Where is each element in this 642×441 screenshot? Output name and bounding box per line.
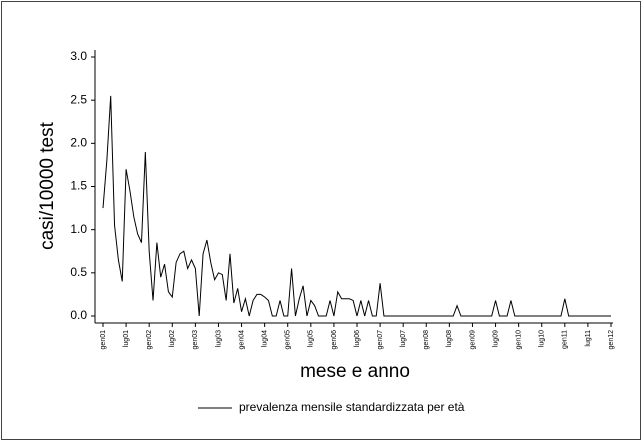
x-tick-label: lug08 xyxy=(446,330,453,347)
x-tick-label: lug07 xyxy=(400,330,407,347)
x-tick-label: gen04 xyxy=(238,330,245,350)
x-tick-label: gen11 xyxy=(562,330,569,349)
y-tick-label: 2.0 xyxy=(70,136,87,150)
x-tick-label: lug11 xyxy=(585,330,592,347)
y-tick-label: 1.0 xyxy=(70,222,87,236)
x-tick-label: gen05 xyxy=(285,330,292,350)
data-line xyxy=(102,95,611,317)
x-tick-label: gen10 xyxy=(515,330,522,350)
x-tick-label: gen09 xyxy=(469,330,476,350)
legend-label: prevalenza mensile standardizzata per et… xyxy=(239,400,465,414)
x-tick-label: gen12 xyxy=(608,330,615,350)
x-tick-label: gen02 xyxy=(146,330,153,350)
x-tick-label: gen07 xyxy=(377,330,384,350)
x-tick-label: lug06 xyxy=(354,330,361,347)
y-axis-label: casi/10000 test xyxy=(37,121,58,250)
y-tick-label: 0.5 xyxy=(70,265,87,279)
x-tick-label: lug03 xyxy=(215,330,222,347)
x-tick-label: lug04 xyxy=(261,330,268,347)
x-tick-label: gen01 xyxy=(100,330,107,350)
x-tick-label: lug01 xyxy=(123,330,130,347)
x-tick-label: lug10 xyxy=(539,330,546,347)
x-axis-label: mese e anno xyxy=(300,361,410,382)
y-tick-label: 3.0 xyxy=(70,49,87,63)
x-tick-label: gen08 xyxy=(423,330,430,350)
y-tick-label: 2.5 xyxy=(70,92,87,106)
x-tick-label: lug02 xyxy=(169,330,176,347)
x-tick-label: gen03 xyxy=(192,330,199,350)
y-tick-label: 1.5 xyxy=(70,179,87,193)
x-tick-label: lug09 xyxy=(492,330,499,347)
x-tick-label: lug05 xyxy=(308,330,315,347)
y-tick-label: 0.0 xyxy=(70,308,87,322)
x-tick-label: gen06 xyxy=(331,330,338,350)
